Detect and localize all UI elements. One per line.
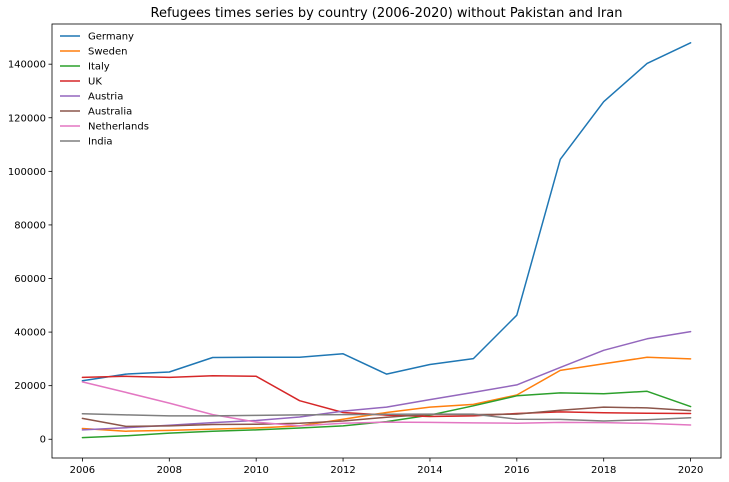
- legend-label: Australia: [88, 107, 132, 118]
- series-line-austria: [81, 330, 692, 431]
- legend-item-austria: Austria: [60, 92, 123, 103]
- legend-label: Austria: [88, 92, 123, 103]
- legend-item-italy: Italy: [60, 62, 110, 73]
- legend-label: India: [88, 137, 113, 148]
- x-tick-label: 2008: [157, 465, 182, 476]
- chart-title: Refugees times series by country (2006-2…: [151, 6, 623, 21]
- legend-item-germany: Germany: [60, 32, 134, 43]
- legend-item-sweden: Sweden: [60, 47, 128, 58]
- y-tick-label: 140000: [8, 60, 46, 71]
- series-line-germany: [81, 42, 692, 382]
- plot-frame: [51, 23, 722, 459]
- legend-item-australia: Australia: [60, 107, 132, 118]
- y-tick-label: 20000: [14, 381, 46, 392]
- legend-label: UK: [88, 77, 102, 88]
- legend-label: Sweden: [88, 47, 128, 58]
- legend-item-uk: UK: [60, 77, 102, 88]
- y-axis: 0 20000 40000 60000 80000 100000 120000 140000: [8, 60, 52, 446]
- legend-item-india: India: [60, 137, 113, 148]
- y-tick-label: 120000: [8, 113, 46, 124]
- x-tick-label: 2012: [330, 465, 355, 476]
- legend-item-netherlands: Netherlands: [60, 122, 149, 133]
- x-tick-label: 2010: [243, 465, 268, 476]
- series-line-uk: [81, 375, 692, 418]
- legend-label: Netherlands: [88, 122, 149, 133]
- y-tick-label: 40000: [14, 328, 46, 339]
- legend: Germany Sweden Italy UK Austria Australia Neth…: [60, 32, 149, 148]
- x-tick-label: 2020: [678, 465, 703, 476]
- series-line-india: [81, 413, 692, 422]
- legend-label: Italy: [88, 62, 110, 73]
- y-tick-label: 0: [40, 435, 46, 446]
- x-tick-label: 2006: [70, 465, 95, 476]
- y-tick-label: 80000: [14, 220, 46, 231]
- x-axis: 2006 2008 2010 2012 2014 2016 2018 2020: [70, 458, 703, 476]
- y-tick-label: 60000: [14, 274, 46, 285]
- series-line-sweden: [81, 356, 692, 432]
- x-tick-label: 2018: [591, 465, 616, 476]
- x-tick-label: 2016: [504, 465, 529, 476]
- y-tick-label: 100000: [8, 167, 46, 178]
- series-layer: [81, 42, 692, 439]
- legend-label: Germany: [88, 32, 134, 43]
- series-line-netherlands: [81, 381, 692, 427]
- x-tick-label: 2014: [417, 465, 442, 476]
- series-line-australia: [81, 406, 692, 428]
